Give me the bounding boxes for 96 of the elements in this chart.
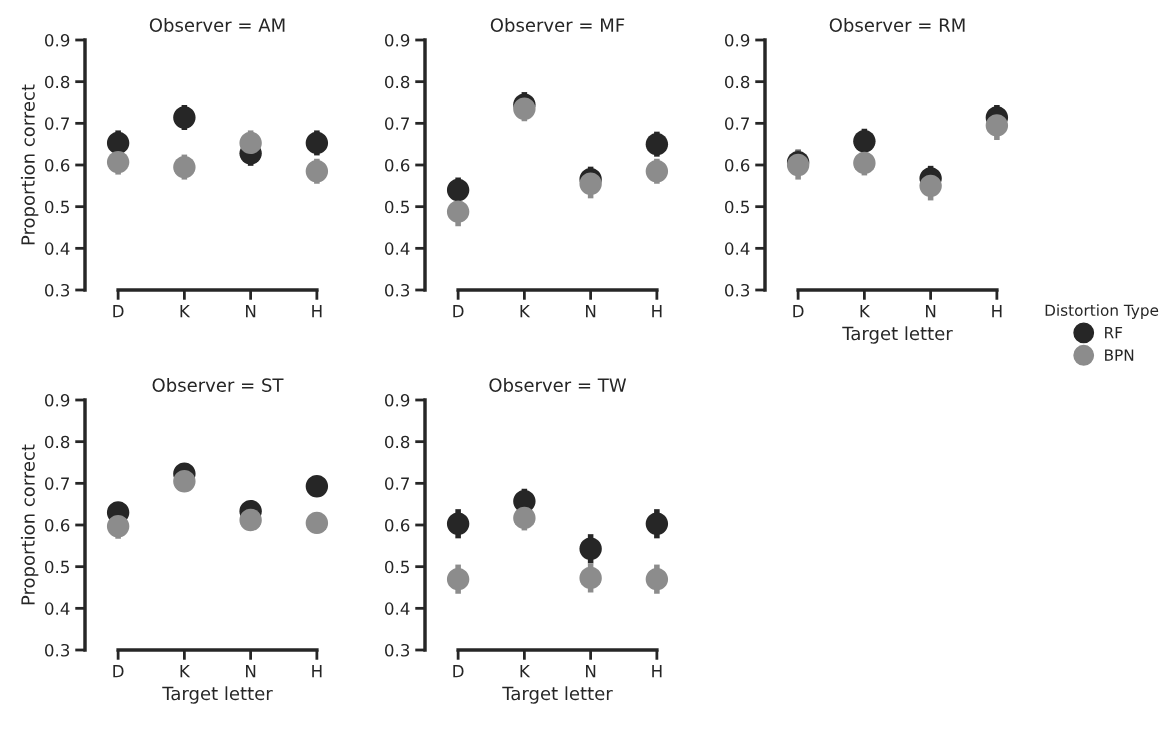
y-tick-label: 0.4	[725, 242, 750, 255]
point	[173, 470, 196, 493]
point	[305, 131, 329, 155]
legend-label: RF	[1105, 327, 1123, 339]
y-tick-label: 0.5	[45, 560, 69, 574]
y-tick-label: 0.4	[385, 242, 410, 255]
point	[446, 200, 470, 223]
x-tick-label: K	[180, 665, 191, 678]
y-tick-label: 0.9	[45, 393, 70, 407]
chart-title: Observer = MF	[490, 17, 625, 32]
x-tick-label: N	[246, 665, 256, 678]
point	[985, 114, 1009, 137]
y-tick-label: 0.8	[45, 435, 70, 449]
x-tick-label: N	[246, 305, 256, 318]
x-tick-label: K	[520, 305, 531, 318]
x-tick-label: K	[180, 305, 191, 318]
x-axis-title: Target letter	[162, 686, 273, 704]
y-tick-label: 0.9	[385, 33, 410, 47]
x-tick-label: H	[652, 305, 662, 318]
x-tick-label: H	[652, 665, 662, 678]
point	[305, 511, 329, 535]
point	[853, 130, 876, 153]
point	[305, 475, 329, 498]
y-tick-label: 0.7	[385, 117, 409, 130]
point	[645, 160, 669, 183]
chart-title: Observer = TW	[489, 377, 627, 392]
x-tick-label: D	[453, 305, 464, 318]
point	[513, 506, 536, 530]
point	[579, 172, 602, 195]
point	[106, 131, 130, 155]
x-tick-label: D	[793, 305, 804, 318]
point	[645, 567, 669, 591]
point	[106, 515, 130, 538]
point	[919, 174, 942, 198]
x-tick-label: D	[113, 665, 124, 678]
x-tick-label: K	[520, 665, 531, 678]
chart-title: Observer = RM	[829, 17, 965, 32]
y-tick-label: 0.9	[45, 33, 70, 47]
x-tick-label: N	[586, 305, 596, 318]
y-tick-label: 0.7	[725, 117, 749, 130]
x-tick-label: H	[312, 665, 322, 678]
y-tick-label: 0.5	[385, 560, 409, 574]
point	[446, 178, 470, 202]
point	[173, 155, 196, 179]
y-tick-label: 0.9	[725, 33, 750, 47]
y-tick-label: 0.4	[385, 602, 410, 615]
point	[239, 508, 262, 532]
y-tick-label: 0.6	[45, 518, 70, 532]
y-tick-label: 0.8	[385, 435, 410, 449]
x-tick-label: H	[312, 305, 322, 318]
x-tick-label: N	[926, 305, 936, 318]
point	[446, 567, 470, 591]
y-tick-label: 0.7	[385, 477, 409, 490]
point	[106, 150, 130, 174]
y-tick-label: 0.9	[385, 393, 410, 407]
x-axis-title: Target letter	[842, 326, 953, 344]
y-tick-label: 0.3	[385, 643, 410, 657]
y-tick-label: 0.8	[725, 75, 750, 89]
point	[579, 537, 602, 560]
legend-title: Distortion Type	[1045, 304, 1159, 319]
x-tick-label: K	[860, 305, 871, 318]
y-tick-label: 0.8	[45, 75, 70, 89]
chart-title: Observer = AM	[149, 17, 285, 32]
y-tick-label: 0.7	[45, 477, 69, 490]
x-tick-label: N	[586, 665, 596, 678]
x-axis-title: Target letter	[502, 686, 613, 704]
y-tick-label: 0.6	[725, 158, 750, 172]
y-tick-label: 0.3	[725, 283, 750, 297]
point	[446, 512, 470, 535]
point	[305, 160, 329, 183]
point	[173, 106, 196, 129]
y-tick-label: 0.4	[45, 602, 70, 615]
y-tick-label: 0.6	[45, 158, 70, 172]
y-tick-label: 0.5	[725, 200, 749, 214]
point	[645, 512, 669, 535]
y-axis-title: Proportion correct	[20, 84, 39, 245]
y-tick-label: 0.3	[385, 283, 410, 297]
chart-title: Observer = ST	[152, 377, 284, 392]
y-tick-label: 0.4	[45, 242, 70, 255]
point	[579, 566, 602, 590]
y-tick-label: 0.7	[45, 117, 69, 130]
y-tick-label: 0.3	[45, 643, 70, 657]
point	[645, 132, 669, 156]
x-tick-label: H	[992, 305, 1002, 318]
y-tick-label: 0.8	[385, 75, 410, 89]
y-axis-title: Proportion correct	[20, 444, 39, 605]
y-tick-label: 0.3	[45, 283, 70, 297]
legend-label: BPN	[1105, 349, 1134, 361]
y-tick-label: 0.6	[385, 518, 410, 532]
y-tick-label: 0.5	[45, 200, 69, 214]
y-tick-label: 0.5	[385, 200, 409, 214]
y-tick-label: 0.6	[385, 158, 410, 172]
x-tick-label: D	[453, 665, 464, 678]
x-tick-label: D	[113, 305, 124, 318]
point	[853, 151, 876, 175]
point	[239, 131, 262, 155]
